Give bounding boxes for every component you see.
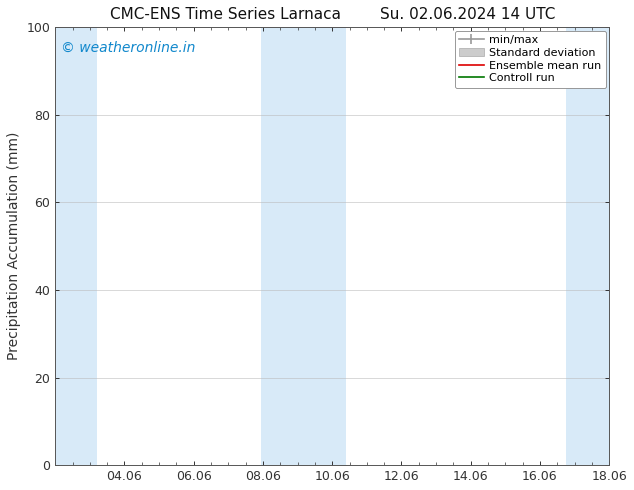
Bar: [261, 27, 346, 465]
Legend: min/max, Standard deviation, Ensemble mean run, Controll run: min/max, Standard deviation, Ensemble me…: [455, 30, 606, 88]
Bar: [566, 27, 611, 465]
Bar: [53, 27, 97, 465]
Text: © weatheronline.in: © weatheronline.in: [61, 40, 195, 54]
Title: CMC-ENS Time Series Larnaca        Su. 02.06.2024 14 UTC: CMC-ENS Time Series Larnaca Su. 02.06.20…: [110, 7, 555, 22]
Y-axis label: Precipitation Accumulation (mm): Precipitation Accumulation (mm): [7, 132, 21, 361]
